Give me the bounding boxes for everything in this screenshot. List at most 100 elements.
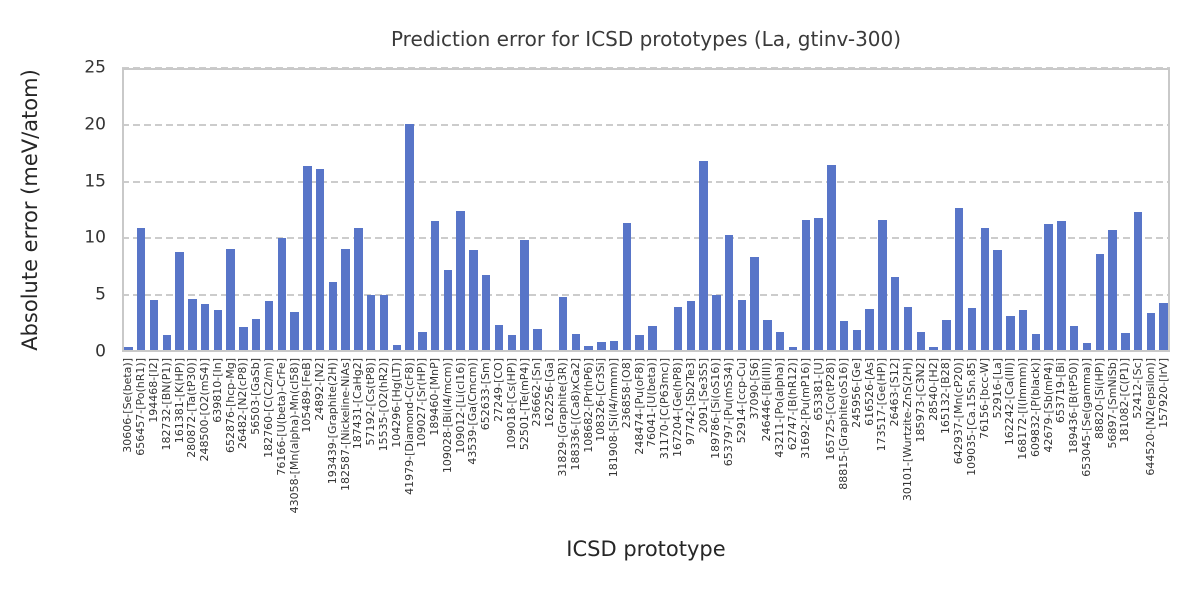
bar-slot: [250, 68, 263, 352]
x-tick-label: 52916-[La]: [990, 358, 1004, 419]
x-tick-slot: 43211-[Po(alpha)]: [773, 358, 787, 536]
x-tick-label: 42679-[Sb(mP4)]: [1041, 358, 1055, 453]
x-tick-label: 31170-[C(P63mc)]: [658, 358, 672, 460]
x-tick-label: 173517-[Ge(HP)]: [875, 358, 889, 452]
x-tick-label: 31829-[Graphite(3R)]: [556, 358, 570, 477]
y-axis-ticks: 0 5 10 15 20 25: [54, 59, 106, 360]
bar-slot: [876, 68, 889, 352]
x-tick-slot: 653719-[Bi]: [1055, 358, 1068, 536]
bar-slot: [327, 68, 340, 352]
bar: [188, 298, 197, 352]
bar-slot: [633, 68, 646, 352]
x-tick-label: 653045-[Se(gamma)]: [1080, 358, 1094, 477]
bar: [520, 239, 529, 352]
x-tick-slot: 248474-[Pu(oF8)]: [633, 358, 646, 536]
bar: [175, 252, 184, 352]
x-tick-label: 182760-[C(C2/m)]: [262, 358, 276, 458]
x-tick-label: 165725-[Co(tP28)]: [824, 358, 838, 461]
x-tick-slot: 188336-[(Ca8)xCa2]: [569, 358, 582, 536]
bar: [1095, 254, 1104, 352]
bar-slot: [812, 68, 825, 352]
bar-slot: [825, 68, 838, 352]
x-tick-label: 162256-[Ga]: [543, 358, 557, 428]
bar: [597, 341, 606, 352]
x-tick-label: 52501-[Te(mP4)]: [517, 358, 531, 451]
x-tick-slot: 165725-[Co(tP28)]: [825, 358, 838, 536]
y-axis-label: Absolute error (meV/atom): [18, 69, 42, 351]
x-tick-label: 181908-[Si(I4/mmm)]: [607, 358, 621, 478]
bar-slot: [352, 68, 365, 352]
x-tick-label: 57192-[Cs(tP8)]: [364, 358, 378, 446]
bar: [1044, 223, 1053, 352]
x-tick-label: 656457-[Po(hR1)]: [134, 358, 148, 456]
x-tick-slot: 76166-[U(beta)-CrFe]: [275, 358, 288, 536]
x-tick-label: 236858-[O8]: [620, 358, 634, 429]
bar: [533, 329, 542, 352]
x-tick-slot: 62747-[B(hR12)]: [786, 358, 800, 536]
x-tick-slot: 30606-[Se(beta)]: [122, 358, 135, 536]
x-tick-slot: 2091-[Se3S5]: [697, 358, 710, 536]
x-tick-label: 41979-[Diamond-C(cF8)]: [402, 358, 416, 495]
bar: [954, 207, 964, 352]
bar: [124, 347, 133, 352]
bar: [827, 164, 836, 352]
bar: [737, 299, 747, 352]
bar-slot: [838, 68, 851, 352]
bar-slot: [122, 68, 135, 352]
gridline-5: [122, 294, 1170, 297]
bar: [341, 248, 350, 352]
x-tick-label: 108682-[Pr(hP6)]: [581, 358, 595, 453]
x-tick-slot: 236662-[Sn]: [531, 358, 544, 536]
x-tick-label: 24892-[N2]: [313, 358, 327, 421]
x-tick-slot: 24892-[N2]: [313, 358, 327, 536]
x-tick-slot: 185973-[C3N2]: [914, 358, 927, 536]
bar-slot: [531, 68, 544, 352]
x-axis-label: ICSD prototype: [566, 537, 726, 561]
bar-slot: [1119, 68, 1132, 352]
x-tick-label: 43058-[Mn(alpha)-Mn(cI58)]: [287, 358, 301, 514]
x-tick-label: 76166-[U(beta)-CrFe]: [274, 358, 288, 476]
x-axis-ticks: 30606-[Se(beta)] 656457-[Po(hR1)] 194468-[…: [122, 358, 1170, 536]
bar-slot: [403, 68, 416, 352]
bars-container: [122, 68, 1170, 352]
plot-area: [122, 67, 1170, 352]
x-tick-label: 88815-[Graphite(oS16)]: [837, 358, 851, 490]
bar-slot: [1081, 68, 1094, 352]
x-tick-label: 30101-[Wurtzite-ZnS(2H)]: [901, 358, 915, 502]
bar: [367, 295, 376, 352]
x-tick-label: 189786-[Si(oS16)]: [709, 358, 723, 459]
bar-slot: [991, 68, 1004, 352]
x-tick-label: 248474-[Pu(oF8)]: [632, 358, 646, 455]
bar-slot: [186, 68, 199, 352]
x-tick-label: 76156-[bcc-W]: [977, 358, 991, 440]
bar: [507, 334, 517, 352]
bar-slot: [684, 68, 697, 352]
bar-slot: [518, 68, 531, 352]
bar: [443, 270, 453, 352]
x-tick-label: 109028-[Bi(I4/mcm)]: [441, 358, 455, 474]
bar: [1133, 212, 1143, 352]
bar-slot: [173, 68, 186, 352]
x-tick-label: 56503-[GaSb]: [249, 358, 263, 435]
x-tick-slot: 27249-[CO]: [492, 358, 506, 536]
bar: [724, 235, 734, 352]
x-tick-slot: 236858-[O8]: [620, 358, 633, 536]
bar-slot: [1029, 68, 1042, 352]
x-tick-label: 652876-[hcp-Mg]: [223, 358, 237, 453]
x-tick-slot: 189786-[Si(oS16)]: [710, 358, 723, 536]
bar-slot: [339, 68, 352, 352]
gridline-20: [122, 123, 1170, 126]
x-tick-slot: 57192-[Cs(tP8)]: [364, 358, 378, 536]
bar: [1031, 333, 1041, 352]
x-tick-label: 97742-[Sb2Te3]: [683, 358, 697, 446]
x-tick-label: 105489-[FeB]: [300, 358, 314, 433]
bar-slot: [416, 68, 429, 352]
bar: [980, 228, 989, 352]
bar: [200, 304, 210, 352]
bar-slot: [1093, 68, 1106, 352]
bar-slot: [595, 68, 608, 352]
x-tick-slot: 97742-[Sb2Te3]: [684, 358, 697, 536]
x-tick-label: 52914-[ccp-Cu]: [735, 358, 749, 444]
bar-slot: [1004, 68, 1017, 352]
x-tick-label: 167204-[Ge(hP8)]: [671, 358, 685, 458]
